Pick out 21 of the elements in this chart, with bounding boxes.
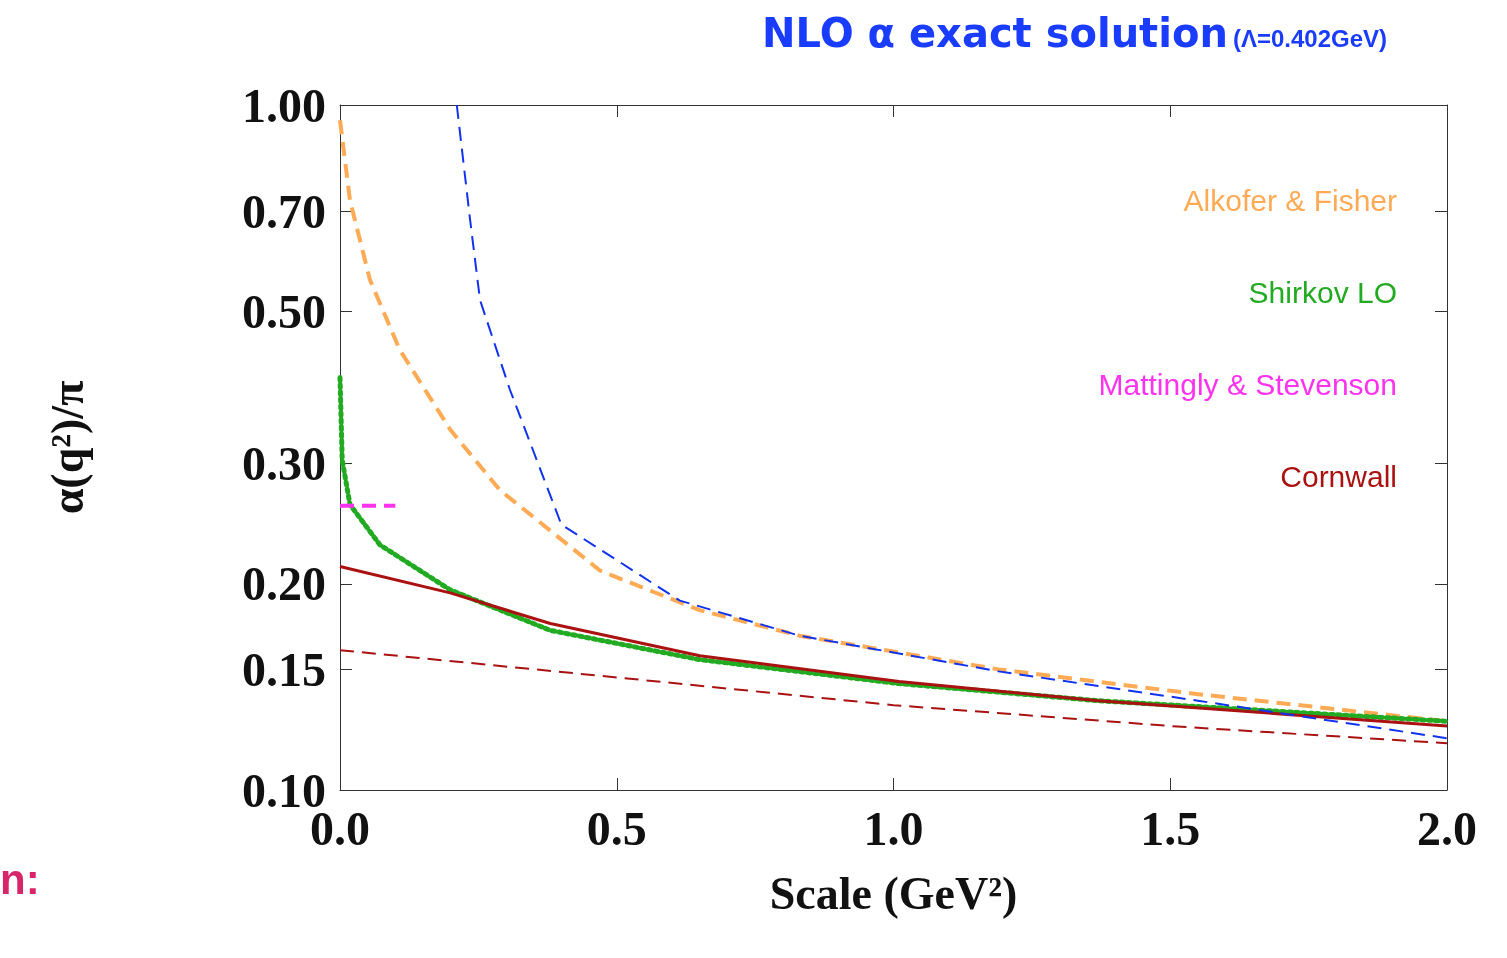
text: Shirkov LO [1248, 275, 1397, 309]
x-tick-label: 2.0 [1417, 801, 1477, 855]
y-tick-label: 0.30 [242, 436, 326, 490]
y-tick-label: 0.20 [242, 557, 326, 611]
y-tick-label: 0.15 [242, 642, 326, 696]
text: Mattingly & Stevenson [1098, 367, 1397, 401]
chart-subtitle: (Λ=0.402GeV) [1232, 24, 1387, 52]
y-tick-label: 1.00 [242, 78, 326, 132]
y-tick-label: 0.70 [242, 184, 326, 238]
x-tick-label: 1.5 [1140, 801, 1201, 855]
x-tick-label: 0.5 [586, 801, 647, 855]
y-tick-label: 0.50 [242, 284, 326, 338]
text: Cornwall [1280, 459, 1397, 493]
text: Alkofer & Fisher [1183, 183, 1397, 217]
line-series [339, 649, 1448, 745]
text: n: [0, 855, 40, 903]
chart-title: NLO α exact solution [762, 10, 1228, 56]
y-axis-title: α(q²)/π [41, 380, 93, 515]
x-axis-title: Scale (GeV²) [769, 867, 1018, 919]
line-series [338, 564, 1449, 728]
x-tick-label: 1.0 [863, 801, 924, 855]
